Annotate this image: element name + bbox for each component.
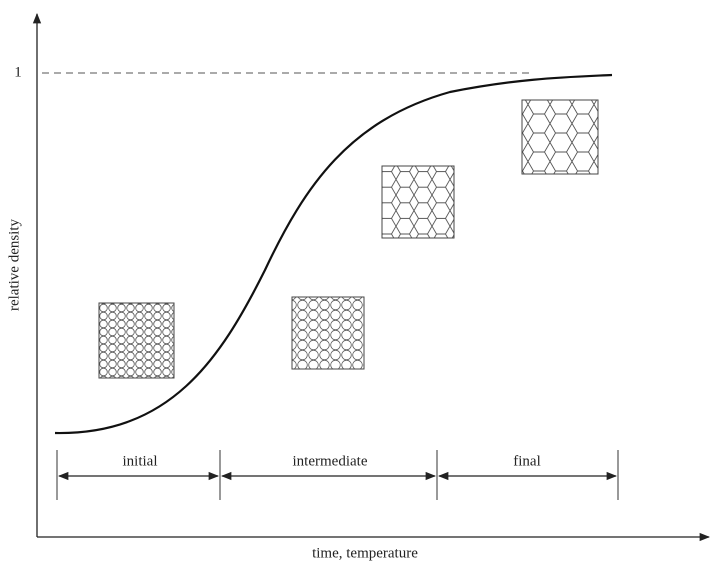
microstructure-late bbox=[381, 165, 455, 239]
microstructure-intermediate bbox=[291, 296, 365, 370]
y-max-label: 1 bbox=[14, 64, 22, 80]
density-curve bbox=[54, 73, 613, 435]
y-axis-label: relative density bbox=[6, 218, 22, 311]
stage-label: intermediate bbox=[293, 453, 368, 469]
microstructure-final bbox=[521, 99, 599, 175]
stage-label: final bbox=[513, 453, 541, 469]
microstructure-initial bbox=[98, 302, 175, 379]
stage-label: initial bbox=[123, 453, 158, 469]
stage-dividers bbox=[56, 450, 619, 500]
x-axis-label: time, temperature bbox=[312, 545, 418, 561]
